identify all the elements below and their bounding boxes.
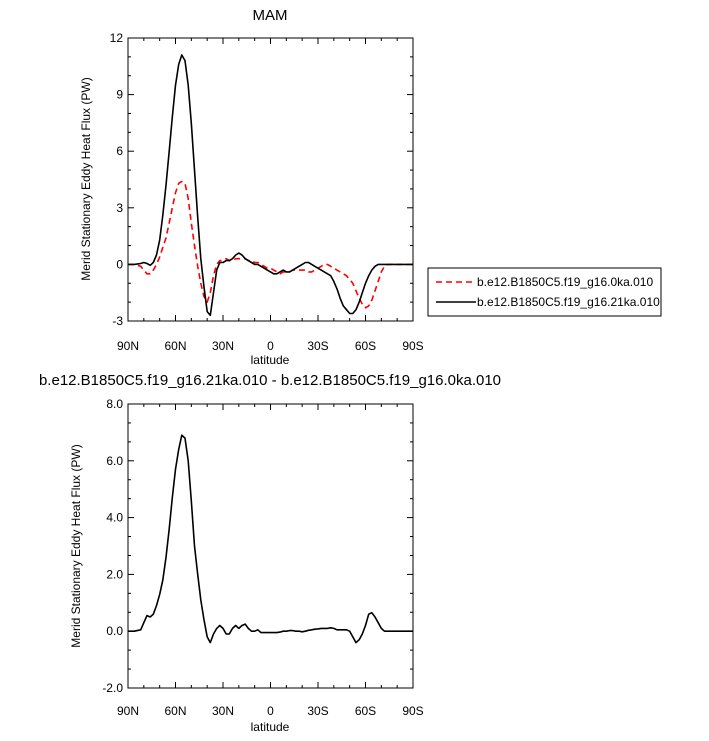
top-x-tick-label: 60S <box>355 339 376 353</box>
bottom-y-tick-label: 0.0 <box>106 624 123 638</box>
bottom-y-tick-label: 2.0 <box>106 567 123 581</box>
top-x-tick-label: 30S <box>307 339 328 353</box>
legend-label-0ka: b.e12.B1850C5.f19_g16.0ka.010 <box>477 275 653 289</box>
bottom-y-tick-label: 4.0 <box>106 511 123 525</box>
top-x-tick-label: 0 <box>267 339 274 353</box>
bottom-x-tick-label: 60N <box>164 704 186 718</box>
top-y-tick-label: 0 <box>116 257 123 271</box>
bottom-x-axis-label: latitude <box>251 720 290 734</box>
top-y-tick-label: 9 <box>116 88 123 102</box>
legend-label-21ka: b.e12.B1850C5.f19_g16.21ka.010 <box>477 295 660 309</box>
top-plot-frame <box>127 37 414 322</box>
top-y-axis-label: Merid Stationary Eddy Heat Flux (PW) <box>79 77 93 280</box>
bottom-panel: b.e12.B1850C5.f19_g16.21ka.010 - b.e12.B… <box>39 372 501 734</box>
bottom-y-tick-label: 8.0 <box>106 397 123 411</box>
bottom-y-tick-label: -2.0 <box>102 681 123 695</box>
top-x-tick-label: 60N <box>164 339 186 353</box>
bottom-x-tick-label: 90N <box>117 704 139 718</box>
top-chart-title: MAM <box>253 7 288 24</box>
top-y-tick-label: 6 <box>116 144 123 158</box>
bottom-y-tick-label: 6.0 <box>106 454 123 468</box>
bottom-x-tick-label: 90S <box>402 704 423 718</box>
bottom-x-tick-label: 60S <box>355 704 376 718</box>
bottom-x-tick-label: 30S <box>307 704 328 718</box>
top-x-tick-label: 30N <box>212 339 234 353</box>
top-legend: b.e12.B1850C5.f19_g16.0ka.010 b.e12.B185… <box>427 267 662 317</box>
bottom-series-line-0 <box>128 434 413 644</box>
top-series-line-0 <box>128 180 413 309</box>
top-x-tick-label: 90N <box>117 339 139 353</box>
top-x-axis-label: latitude <box>251 353 290 367</box>
bottom-x-tick-label: 30N <box>212 704 234 718</box>
top-y-tick-label: 3 <box>116 201 123 215</box>
top-panel: MAM latitude Merid Stationary Eddy Heat … <box>79 7 424 367</box>
top-x-tick-label: 90S <box>402 339 423 353</box>
bottom-x-tick-label: 0 <box>267 704 274 718</box>
top-y-tick-label: -3 <box>112 314 123 328</box>
top-y-tick-label: 12 <box>110 31 124 45</box>
top-series-line-1 <box>128 54 413 317</box>
bottom-y-axis-label: Merid Stationary Eddy Heat Flux (PW) <box>69 444 83 647</box>
bottom-plot-frame <box>127 403 414 689</box>
bottom-chart-title: b.e12.B1850C5.f19_g16.21ka.010 - b.e12.B… <box>39 372 501 389</box>
legend-box <box>427 267 662 317</box>
